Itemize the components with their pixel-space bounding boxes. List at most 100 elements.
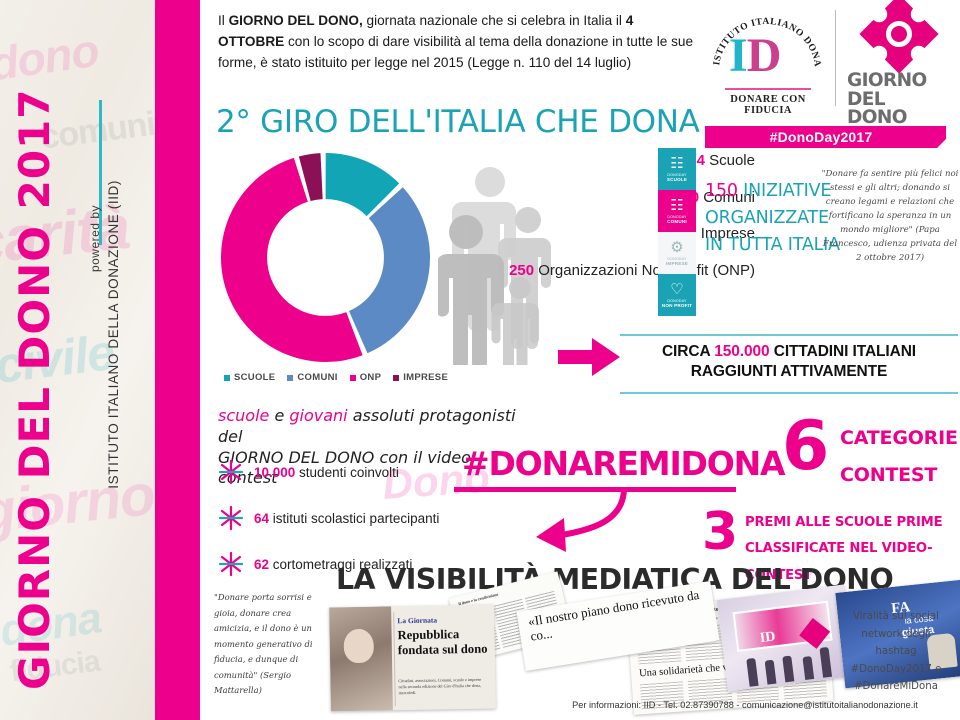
intro-bold1: GIORNO DEL DONO, [228, 13, 363, 28]
reach-divider-bottom [620, 392, 958, 394]
initiatives-number: 150 [705, 181, 738, 201]
contest-three-label: PREMI ALLE SCUOLE PRIME CLASSIFICATE NEL… [745, 510, 960, 589]
mattarella-quote-attribution: (Sergio Mattarella) [214, 669, 292, 696]
banner-title: GIORNO DEL DONO 2017 [10, 88, 59, 691]
brand-line1: GIORNO [847, 70, 927, 91]
stat-label: Comuni [699, 188, 755, 206]
organization-name: ISTITUTO ITALIANO DELLA DONAZIONE (IID) [106, 180, 121, 489]
people-silhouettes-icon [436, 160, 568, 371]
donut-slice-imprese [220, 152, 431, 363]
mattarella-quote: "Donare porta sorrisi e gioia, donare cr… [214, 590, 326, 699]
main-content: Il GIORNO DEL DONO, giornata nazionale c… [200, 0, 960, 720]
badge-name-label: SCUOLE [666, 177, 688, 182]
iid-tagline: DONARE CON FIDUCIA [730, 94, 806, 116]
reach-divider-top [620, 334, 958, 336]
stage-brand: ID [758, 629, 777, 647]
clipping-c1-body: Cittadini, associazioni, Comuni, scuole … [398, 676, 482, 696]
iid-letter-i: I [729, 29, 748, 82]
initiatives-line3: IN TUTTA ITALIA [705, 235, 840, 256]
contest-six-line2: CONTEST [840, 464, 938, 487]
schools-pink1: scuole [218, 406, 270, 425]
social-line3: hashtag [875, 646, 917, 658]
social-note: Viralità sui social network degli hashta… [832, 608, 960, 696]
badge-top-label: DONODAY [667, 173, 687, 177]
intro-part2: giornata nazionale che si celebra in Ita… [362, 13, 626, 28]
bullet-number: 64 [254, 510, 270, 526]
curved-arrow-icon [520, 486, 640, 552]
legend-label: ONP [359, 372, 382, 383]
badge-top-label: DONODAY [667, 215, 687, 219]
reach-number: 150.000 [714, 343, 770, 360]
logo-separator [835, 10, 836, 106]
stat-label: Imprese [696, 225, 755, 243]
legend-item-onp: ONP [349, 372, 382, 383]
mattarella-quote-text: "Donare porta sorrisi e gioia, donare cr… [214, 592, 313, 680]
badge-scuole: ☷ DONODAY SCUOLE [658, 148, 696, 190]
bullet-text: 62 cortometraggi realizzati [254, 557, 412, 572]
asterisk-icon [218, 551, 244, 577]
social-line2: network degli [861, 628, 931, 640]
bullet-label: cortometraggi realizzati [269, 556, 413, 572]
reach-statement: CIRCA 150.000 CITTADINI ITALIANI RAGGIUN… [620, 342, 958, 382]
social-line4: #DonoDay2017 e [850, 663, 942, 675]
schools-rest: assoluti protagonisti del [218, 406, 516, 446]
stat-row-0: 64 Scuole [500, 152, 755, 170]
legend-swatch [349, 374, 356, 381]
iid-arc-text: ISTITUTO ITALIANO DONAZIONE [709, 2, 822, 74]
pope-quote-attribution: (Papa Francesco, udienza privata del 2 o… [822, 224, 958, 263]
social-line5: #DonareMiDona [854, 681, 938, 693]
iid-logo: ISTITUTO ITALIANO DONAZIONE ID DONARE CO… [705, 2, 831, 116]
bullet-number: 10.000 [254, 464, 296, 480]
brand-line2: DEL DONO [847, 88, 908, 128]
badge-non-profit: ♡ DONODAY NON PROFIT [658, 274, 696, 316]
intro-part3: con lo scopo di dare visibilità al tema … [218, 34, 694, 71]
logo-block: ISTITUTO ITALIANO DONAZIONE ID DONARE CO… [705, 0, 950, 129]
diamond-icon [859, 0, 939, 74]
pope-quote-text: "Donare fa sentire più felici noi stessi… [821, 169, 959, 235]
contest-six-number: 6 [782, 407, 830, 486]
bank-icon: ☷ [670, 197, 684, 214]
clipping-repubblica: La Giornata Repubblica fondata sul dono … [329, 604, 496, 712]
social-line1: Viralità sui social [852, 611, 940, 622]
contest-three-line1: PREMI ALLE SCUOLE PRIME [745, 515, 943, 530]
category-badges: ☷ DONODAY SCUOLE ☷ DONODAY COMUNI ⚙ DONODAY IMPR… [658, 148, 696, 316]
badge-top-label: DONODAY [667, 299, 687, 303]
donut-chart: SCUOLE COMUNI ONP IMPRESE [218, 150, 448, 410]
reach-prefix: CIRCA [661, 343, 715, 360]
intro-paragraph: Il GIORNO DEL DONO, giornata nazionale c… [218, 10, 698, 74]
bullet-label: studenti coinvolti [295, 464, 399, 480]
clipping-photo [329, 606, 393, 712]
legend-item-comuni: COMUNI [287, 372, 337, 383]
left-banner: dono carità civile giorno dona comunità … [0, 0, 155, 720]
badge-top-label: DONODAY [667, 257, 687, 261]
legend-label: COMUNI [297, 372, 338, 383]
donut-slice-onp [220, 152, 431, 363]
hashtag-underline [454, 487, 736, 492]
bullet-row-0: 10.000 studenti coinvolti [218, 455, 538, 489]
banner-divider [99, 100, 102, 245]
donut-svg [220, 152, 431, 363]
initiatives-line2: ORGANIZZATE [705, 208, 829, 229]
asterisk-icon [218, 459, 244, 485]
legend-swatch [224, 374, 230, 381]
book-icon: ☷ [670, 155, 684, 172]
stat-label: Scuole [704, 152, 755, 169]
chart-legend: SCUOLE COMUNI ONP IMPRESE [224, 372, 448, 383]
hashtag-donaremidona: #DONAREMIDONA [462, 444, 786, 483]
heart-icon: ♡ [670, 281, 684, 298]
contest-three-number: 3 [702, 502, 739, 562]
iid-letter-d: D [746, 29, 782, 82]
reach-suffix: CITTADINI ITALIANI [769, 343, 917, 360]
stat-label: Organizzazioni Non Profit (ONP) [534, 262, 755, 280]
pope-quote: "Donare fa sentire più felici noi stessi… [820, 168, 960, 265]
gears-icon: ⚙ [670, 239, 684, 256]
bullet-row-1: 64 istituti scolastici partecipanti [218, 501, 538, 535]
badge-name-label: NON PROFIT [661, 303, 693, 308]
hashtag-bar: #DonoDay2017 [705, 126, 946, 148]
contest-six-label: CATEGORIE CONTEST [840, 420, 960, 494]
badge-name-label: IMPRESE [665, 261, 689, 266]
legend-item-imprese: IMPRESE [393, 372, 448, 383]
schools-mid: e [269, 406, 290, 425]
stat-row-3: 250 Organizzazioni Non Profit (ONP) [500, 262, 755, 280]
bullet-text: 64 istituti scolastici partecipanti [254, 511, 439, 526]
